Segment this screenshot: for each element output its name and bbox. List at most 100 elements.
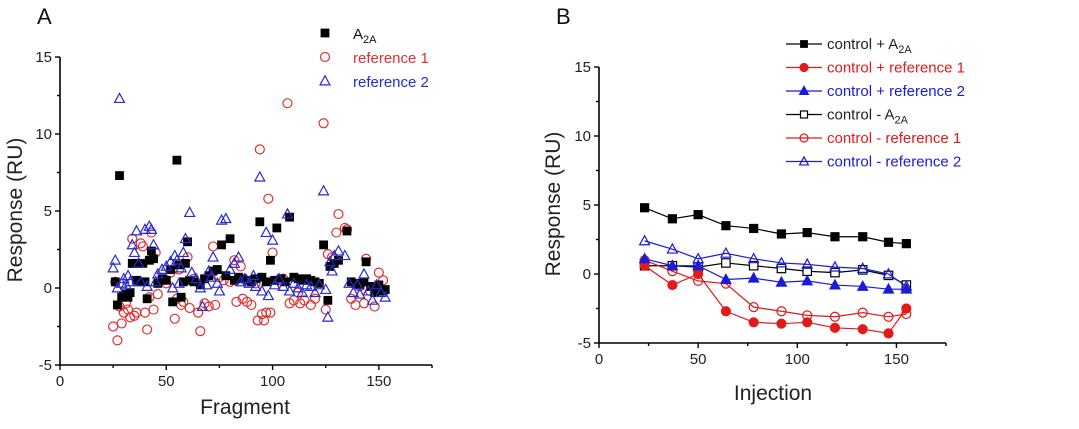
data-point (693, 268, 704, 280)
data-point (882, 267, 895, 279)
data-point (324, 255, 336, 267)
x-tick-label-b: 150 (884, 351, 909, 368)
data-point (243, 276, 256, 288)
data-point (139, 307, 151, 318)
data-point (331, 227, 342, 238)
data-point (666, 259, 679, 271)
data-point (883, 328, 894, 339)
data-point (638, 234, 651, 246)
data-point (370, 278, 383, 290)
data-point (141, 280, 154, 291)
data-point (692, 259, 705, 271)
legend-item: control + reference 2 (786, 83, 965, 100)
data-point (107, 261, 120, 273)
data-point (829, 311, 841, 322)
legend-label: reference 1 (353, 50, 429, 67)
data-point (207, 241, 219, 252)
data-point (204, 270, 217, 282)
data-point (219, 212, 232, 224)
legend-item: A2A (320, 26, 377, 46)
data-point (125, 288, 135, 298)
data-point (260, 226, 273, 238)
series-control-reference-1 (639, 260, 912, 339)
data-point (175, 261, 188, 273)
data-point (830, 232, 840, 242)
data-point (638, 252, 651, 264)
data-point (152, 289, 163, 300)
data-point (802, 227, 812, 238)
x-tick-label-a: 0 (56, 373, 64, 390)
data-point (145, 223, 158, 234)
data-point (255, 217, 265, 227)
data-point (267, 247, 278, 258)
data-point (228, 256, 241, 268)
data-point (170, 253, 183, 265)
data-point (719, 246, 732, 258)
data-point (177, 246, 190, 258)
data-point (373, 267, 384, 278)
y-tick-label-b: -5 (578, 335, 591, 352)
data-point (320, 304, 331, 315)
series-control-reference-2 (638, 234, 913, 291)
data-point (319, 240, 328, 250)
data-point (353, 287, 366, 299)
data-point (137, 241, 149, 252)
data-point (319, 283, 332, 295)
y-tick-label-b: 5 (583, 197, 591, 214)
x-tick-label-a: 150 (366, 373, 391, 390)
data-point (883, 237, 894, 247)
data-point (277, 280, 290, 291)
data-point (309, 286, 322, 298)
data-point (346, 293, 357, 304)
data-point (288, 295, 299, 306)
x-tick-label-b: 0 (595, 351, 603, 368)
y-tick-label-a: 15 (35, 49, 52, 66)
legend-item: reference 2 (319, 74, 429, 91)
data-point (169, 313, 180, 324)
data-point (190, 272, 203, 284)
data-point (856, 279, 869, 291)
data-point (318, 118, 329, 129)
data-point (282, 98, 293, 109)
data-point (217, 240, 226, 250)
y-tick-label-a: 10 (35, 126, 52, 143)
legend-label: control - reference 1 (827, 130, 961, 147)
series-reference-2 (107, 92, 392, 322)
data-point (304, 280, 317, 291)
data-point (749, 223, 759, 234)
data-point (334, 255, 343, 265)
data-point (287, 276, 300, 288)
data-point (776, 229, 787, 239)
data-point (801, 257, 814, 269)
data-point (126, 238, 139, 250)
legend-a: A2A reference 1 reference 2 (319, 26, 429, 91)
plot-area-a (107, 92, 392, 346)
series-control-reference-2 (638, 252, 913, 294)
data-point (115, 171, 124, 180)
data-point (747, 252, 760, 264)
legend-marker (319, 74, 331, 86)
series-reference-1 (108, 98, 389, 346)
data-point (173, 276, 186, 288)
data-point (195, 326, 206, 337)
data-point (185, 266, 198, 278)
data-point (268, 278, 281, 290)
legend-marker (799, 110, 809, 119)
data-point (281, 207, 294, 219)
data-point (719, 273, 732, 285)
data-point (261, 277, 271, 287)
data-point (358, 298, 370, 309)
x-tick-label-a: 100 (260, 373, 285, 390)
data-point (212, 265, 222, 274)
data-point (172, 155, 182, 165)
data-point (358, 267, 370, 279)
data-point (338, 249, 351, 261)
data-point (179, 232, 192, 244)
y-tick-label-a: 0 (44, 280, 52, 297)
data-point (225, 234, 235, 244)
data-point (883, 311, 894, 322)
